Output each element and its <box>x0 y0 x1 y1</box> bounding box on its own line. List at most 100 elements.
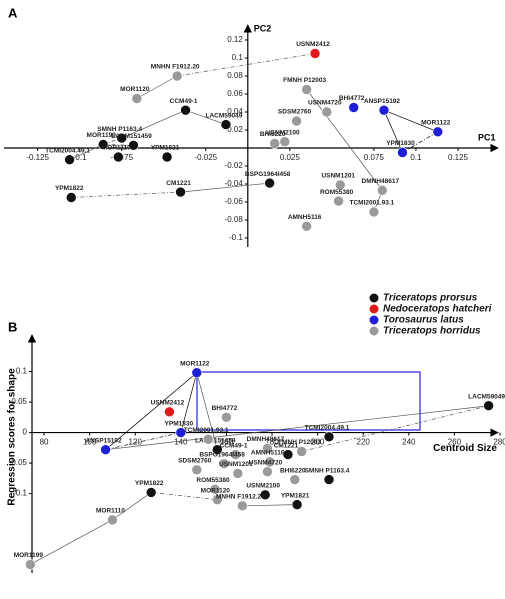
data-point <box>175 186 186 198</box>
x-axis-label: Centroid Size <box>433 443 497 454</box>
data-point <box>191 367 203 379</box>
y-tick-label: 0.1 <box>232 53 244 62</box>
connector <box>185 109 227 125</box>
plots: APC1PC2-0.125-0.1-0.075-0.0250.0250.0750… <box>4 5 505 573</box>
connector <box>105 432 181 451</box>
point-label: DMNH48617 <box>362 178 400 185</box>
x-tick-label: 140 <box>174 438 188 447</box>
point-label: YPM1821 <box>281 492 310 499</box>
point-label: BSPG1964I458 <box>245 171 291 178</box>
y-tick-label: 0.08 <box>227 71 243 80</box>
data-point <box>291 115 302 127</box>
legend-label: Torosaurus latus <box>383 315 464 326</box>
y-tick-label: 0.06 <box>227 89 243 98</box>
data-point <box>175 427 187 438</box>
point-label: USNM2100 <box>266 129 300 136</box>
point-label: AMNH5116 <box>288 214 322 221</box>
point-label: CM1221 <box>166 180 191 187</box>
point-label: BHI6220 <box>260 131 286 138</box>
data-point <box>483 400 494 412</box>
connector <box>180 372 198 433</box>
point-label: USNM2412 <box>296 41 330 48</box>
point-label: MOR1122 <box>421 120 451 127</box>
highlight-box <box>196 371 421 431</box>
point-label: MOR1120 <box>201 487 231 494</box>
point-label: FMNH P12003 <box>283 77 326 84</box>
data-point <box>209 484 221 495</box>
connector <box>196 372 218 450</box>
data-point <box>100 444 111 455</box>
data-point <box>378 104 390 116</box>
legend-label: Triceratops horridus <box>383 326 481 337</box>
data-point <box>218 458 230 470</box>
x-tick-label: 240 <box>402 438 416 447</box>
x-tick-label: 0.125 <box>448 153 469 162</box>
y-tick-label: 0.12 <box>227 35 243 44</box>
data-point <box>432 126 444 138</box>
y-axis-label: Regression scores for shape <box>7 368 18 506</box>
point-label: YPM1822 <box>55 185 84 192</box>
point-label: MOR1199 <box>87 132 117 139</box>
data-point <box>262 466 273 477</box>
data-point <box>113 151 124 163</box>
connector <box>177 53 316 77</box>
data-point <box>269 138 280 149</box>
y-tick-label: -0.08 <box>225 215 244 224</box>
point-label: BHI6220 <box>280 467 306 474</box>
data-point <box>291 499 303 510</box>
data-point <box>289 474 301 485</box>
data-point <box>348 102 360 113</box>
data-point <box>145 487 157 498</box>
point-label: BHI4772 <box>212 405 238 412</box>
connector <box>402 131 438 153</box>
x-tick-label: -0.125 <box>26 153 49 162</box>
legend-swatch <box>369 293 379 303</box>
point-label: MOR1122 <box>180 360 210 367</box>
point-label: LACM151459 <box>195 437 236 444</box>
x-tick-label: 0.075 <box>364 153 385 162</box>
data-point <box>368 206 380 218</box>
point-label: YPM1830 <box>386 140 415 147</box>
connector <box>383 109 438 133</box>
data-point <box>180 104 191 116</box>
point-label: AMNH5116 <box>251 450 285 457</box>
data-point <box>191 464 203 476</box>
data-point <box>25 559 36 570</box>
data-point <box>128 140 139 151</box>
legend-swatch <box>369 304 379 314</box>
data-point <box>202 433 214 445</box>
connector <box>103 144 134 146</box>
connector <box>180 182 270 193</box>
point-label: MOR1110 <box>96 508 125 515</box>
data-point <box>65 192 77 203</box>
point-label: ANSP15192 <box>86 437 123 444</box>
data-point <box>212 444 223 455</box>
data-point <box>323 474 335 485</box>
data-point <box>230 449 241 460</box>
y-axis-label: PC2 <box>254 23 272 33</box>
point-label: BHI4772 <box>339 95 365 102</box>
point-label: USNM4720 <box>308 100 342 107</box>
y-tick-label: -0.1 <box>13 489 27 498</box>
point-label: YPM1822 <box>135 480 164 487</box>
data-point <box>262 443 273 454</box>
data-point <box>107 514 118 526</box>
point-label: FMNH P12003 <box>278 439 321 446</box>
data-point <box>282 449 294 460</box>
point-label: TCMI2001.93.1 <box>349 200 394 207</box>
data-point <box>259 489 271 501</box>
point-label: USNM4720 <box>249 459 283 466</box>
data-point <box>220 119 232 130</box>
data-point <box>333 195 344 207</box>
data-point <box>264 177 275 189</box>
data-point <box>279 136 291 147</box>
legend-label: Nedoceratops hatcheri <box>383 304 492 315</box>
point-label: YPM1830 <box>165 420 194 427</box>
point-label: USNM1201 <box>219 461 253 468</box>
x-tick-label: 200 <box>311 438 325 447</box>
point-label: TCMI2004.49.1 <box>305 425 350 432</box>
y-tick-label: -0.1 <box>229 233 243 242</box>
connector <box>105 405 489 451</box>
connector <box>69 144 104 161</box>
